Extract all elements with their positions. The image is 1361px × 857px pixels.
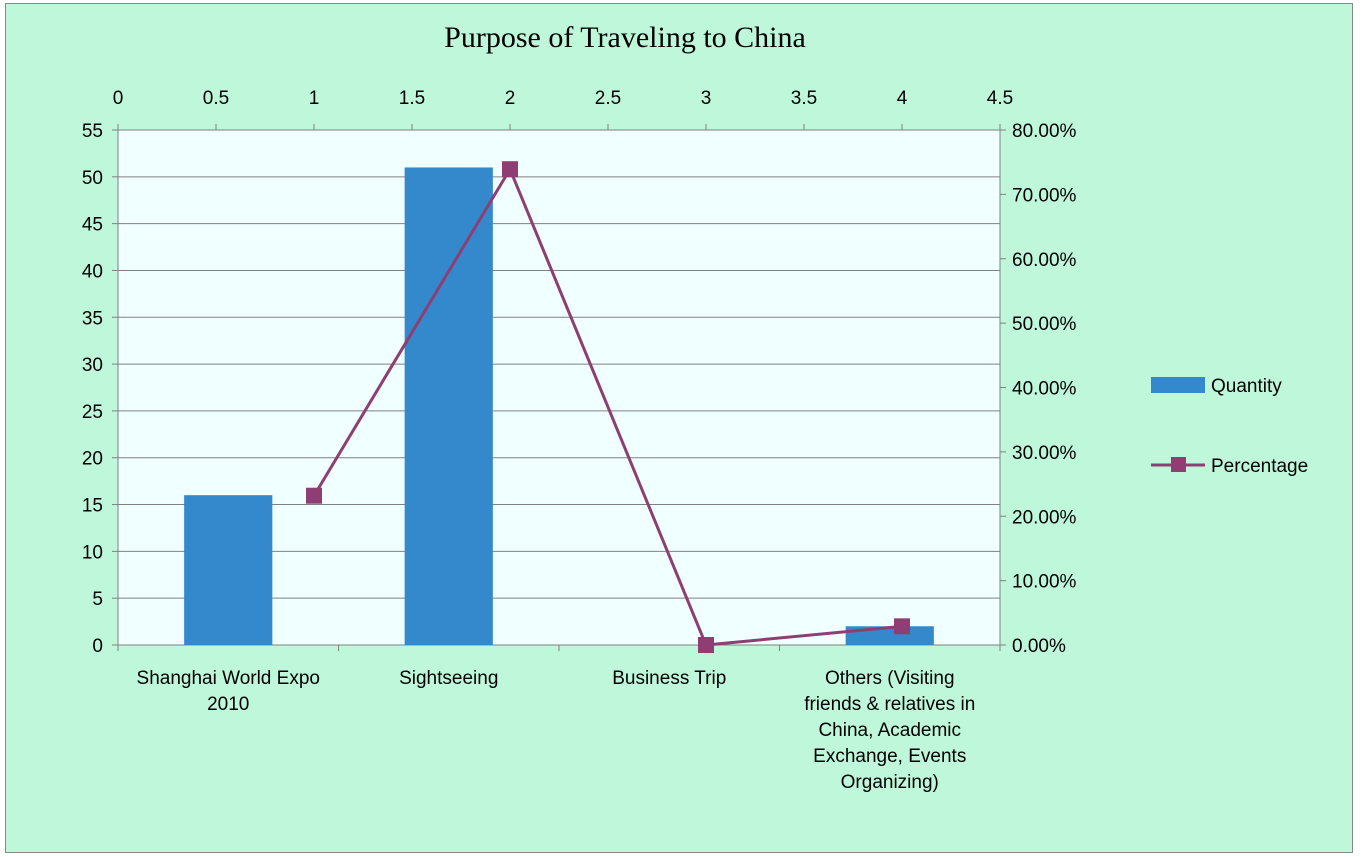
y-right-tick-label: 0.00% (1012, 636, 1066, 657)
marker-percentage (698, 637, 714, 653)
y-right-tick-label: 40.00% (1012, 379, 1077, 400)
y-left-tick-label: 45 (82, 215, 103, 236)
line-percentage (312, 165, 903, 647)
bar-quantity (184, 495, 273, 645)
y-left-tick-label: 25 (82, 402, 103, 423)
y-right-tick-label: 30.00% (1012, 443, 1077, 464)
chart-frame: Purpose of Traveling to China 0 5 10 15 20 25… (5, 3, 1353, 853)
x-category-label: Organizing) (841, 772, 939, 793)
x-category-label: Business Trip (612, 668, 726, 689)
y-left-tick-label: 0 (92, 636, 103, 657)
x-category-label: Exchange, Events (813, 746, 966, 767)
x-top-tick-label: 2 (505, 88, 516, 109)
x-top-tick-label: 2.5 (595, 88, 621, 109)
marker-percentage (894, 618, 910, 635)
y-right-tick-label: 10.00% (1012, 572, 1077, 593)
marker-percentage (502, 161, 518, 178)
y-left-tick-label: 35 (82, 308, 103, 329)
y-right-tick-label: 60.00% (1012, 250, 1077, 271)
chart-svg: Purpose of Traveling to China 0510152025… (82, 21, 1308, 793)
x-top-tick-label: 4 (897, 88, 908, 109)
x-category-label: friends & relatives in (804, 694, 975, 715)
y-left-tick-label: 15 (82, 496, 103, 517)
x-category-label: Sightseeing (399, 668, 498, 689)
x-top-tick-label: 3 (701, 88, 712, 109)
x-top-tick-label: 1 (309, 88, 320, 109)
x-top-tick-label: 4.5 (987, 88, 1013, 109)
y-left-tick-label: 20 (82, 449, 103, 470)
x-top-tick-label: 0 (113, 88, 124, 109)
x-top-tick-label: 0.5 (203, 88, 229, 109)
x-category-label: 2010 (207, 694, 249, 715)
y-right-tick-label: 80.00% (1012, 121, 1077, 142)
y-left-tick-label: 40 (82, 261, 103, 282)
x-category-label: Others (Visiting (825, 668, 955, 689)
chart-title: Purpose of Traveling to China (444, 21, 806, 54)
legend-label-percentage: Percentage (1211, 456, 1308, 477)
bar-quantity (404, 167, 493, 646)
plot-area: 05101520253035404550550.00%10.00%20.00%3… (82, 88, 1077, 793)
y-left-tick-label: 50 (82, 168, 103, 189)
y-right-tick-label: 50.00% (1012, 314, 1077, 335)
legend: Quantity Percentage (1151, 376, 1308, 477)
y-left-tick-label: 5 (92, 589, 103, 610)
x-category-label: Shanghai World Expo (137, 668, 320, 689)
y-right-tick-label: 20.00% (1012, 507, 1077, 528)
legend-marker-percentage (1171, 457, 1186, 472)
legend-swatch-quantity (1151, 377, 1205, 393)
x-category-label: China, Academic (818, 720, 961, 741)
x-top-tick-label: 3.5 (791, 88, 817, 109)
y-left-tick-label: 30 (82, 355, 103, 376)
y-left-tick-label: 10 (82, 542, 103, 563)
y-right-tick-label: 70.00% (1012, 185, 1077, 206)
y-left-tick-label: 55 (82, 121, 103, 142)
x-top-tick-label: 1.5 (399, 88, 425, 109)
legend-label-quantity: Quantity (1211, 376, 1282, 397)
marker-percentage (306, 487, 322, 504)
